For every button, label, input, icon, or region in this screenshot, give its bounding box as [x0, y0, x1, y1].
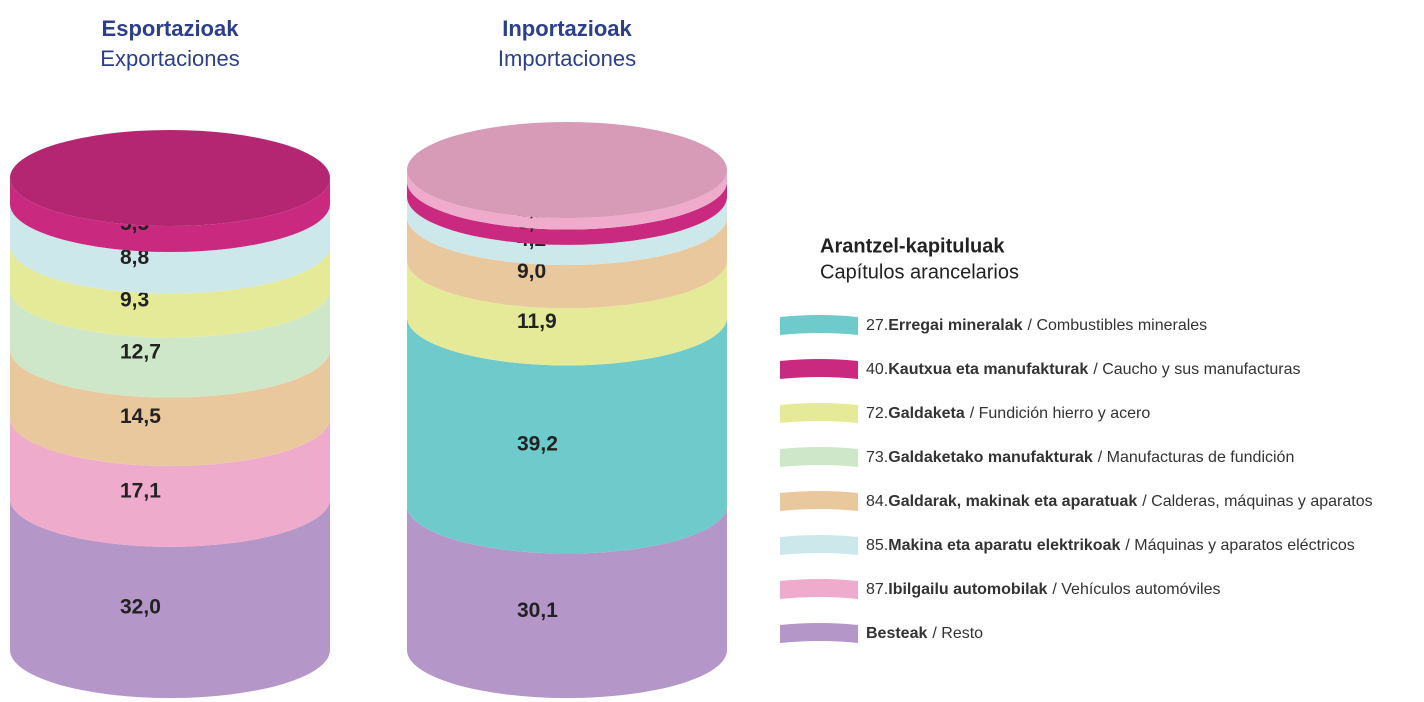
cylinder-segment	[407, 505, 727, 698]
value-label: 39,2	[517, 433, 558, 456]
legend-code: 84.	[866, 493, 888, 510]
legend-swatch	[780, 359, 858, 379]
value-label: 14,5	[120, 405, 161, 428]
legend-title: Arantzel-kapituluak	[820, 235, 1005, 257]
cylinder-segment	[10, 178, 330, 252]
legend-swatch	[780, 623, 858, 643]
legend-translation: / Vehículos automóviles	[1052, 581, 1220, 598]
legend-swatch	[780, 491, 858, 511]
value-label: 8,8	[120, 246, 150, 269]
legend-code: 40.	[866, 361, 888, 378]
legend-name: Galdaketako manufakturak	[888, 449, 1093, 466]
legend-swatch	[780, 447, 858, 467]
cylinder-segment	[10, 418, 330, 547]
category-title: Inportazioak	[502, 16, 632, 41]
category-title: Esportazioak	[102, 16, 240, 41]
legend-name: Ibilgailu automobilak	[888, 581, 1047, 598]
legend-name: Makina eta aparatu elektrikoak	[888, 537, 1120, 554]
legend-translation: / Fundición hierro y acero	[970, 405, 1151, 422]
legend-label: 85.Makina eta aparatu elektrikoak / Máqui…	[866, 537, 1355, 554]
cylinder-segment	[10, 289, 330, 398]
cylinder-segment	[407, 170, 727, 230]
cylinder-segment	[407, 196, 727, 266]
value-label: 9,3	[120, 289, 149, 312]
legend-code: 73.	[866, 449, 888, 466]
legend-swatch	[780, 579, 858, 599]
value-label: 30,1	[517, 599, 558, 622]
category-subtitle: Importaciones	[498, 46, 636, 71]
value-label: 17,1	[120, 480, 161, 503]
legend-label: 40.Kautxua eta manufakturak / Caucho y su…	[866, 361, 1301, 378]
legend-name: Besteak	[866, 625, 927, 642]
legend-translation: / Manufacturas de fundición	[1098, 449, 1295, 466]
legend-label: 73.Galdaketako manufakturak / Manufactura…	[866, 449, 1294, 466]
legend-code: 87.	[866, 581, 888, 598]
legend-translation: / Máquinas y aparatos eléctricos	[1125, 537, 1354, 554]
legend-name: Erregai mineralak	[888, 317, 1022, 334]
legend-translation: / Combustibles minerales	[1028, 317, 1208, 334]
legend-translation: / Caucho y sus manufacturas	[1093, 361, 1300, 378]
cylinder-top	[407, 122, 727, 218]
legend-name: Kautxua eta manufakturak	[888, 361, 1088, 378]
cylinder-segment	[10, 203, 330, 294]
cylinder-top	[10, 130, 330, 226]
legend-code: 27.	[866, 317, 888, 334]
cylinder-segment	[10, 349, 330, 467]
cylinder-segment	[407, 317, 727, 554]
value-label: 12,7	[120, 341, 161, 364]
legend-code: 72.	[866, 405, 888, 422]
cylinder-segment	[407, 181, 727, 245]
cylinder-segment	[407, 260, 727, 366]
value-label: 9,0	[517, 260, 546, 283]
legend-subtitle: Capítulos arancelarios	[820, 261, 1019, 283]
cylinder-segment	[407, 217, 727, 309]
legend-label: 27.Erregai mineralak / Combustibles miner…	[866, 317, 1207, 334]
legend-swatch	[780, 535, 858, 555]
legend-label: 87.Ibilgailu automobilak / Vehículos auto…	[866, 581, 1220, 598]
legend-translation: / Calderas, máquinas y aparatos	[1142, 493, 1372, 510]
legend-label: 84.Galdarak, makinak eta aparatuak / Cald…	[866, 493, 1373, 510]
cylinder-segment	[10, 498, 330, 698]
category-subtitle: Exportaciones	[100, 46, 239, 71]
legend-label: Besteak / Resto	[866, 625, 983, 642]
legend-translation: / Resto	[932, 625, 983, 642]
value-label: 11,9	[517, 310, 557, 333]
legend-swatch	[780, 315, 858, 335]
legend-code: 85.	[866, 537, 888, 554]
legend-label: 72.Galdaketa / Fundición hierro y acero	[866, 405, 1150, 422]
value-label: 32,0	[120, 596, 161, 619]
legend-name: Galdarak, makinak eta aparatuak	[888, 493, 1137, 510]
cylinder-segment	[10, 245, 330, 338]
legend-swatch	[780, 403, 858, 423]
legend-name: Galdaketa	[888, 405, 965, 422]
